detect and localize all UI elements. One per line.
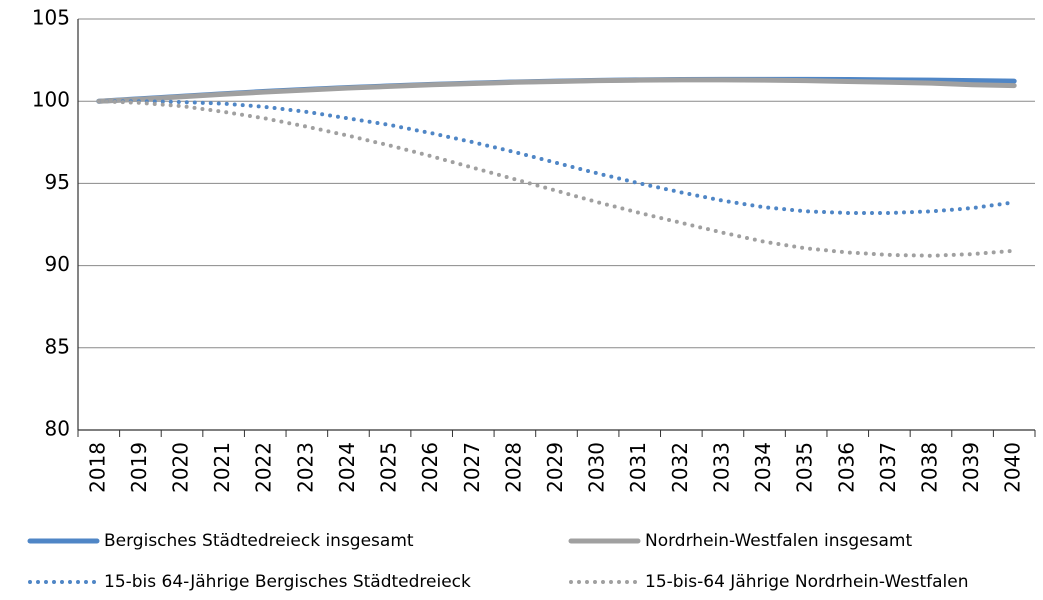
x-tick-label: 2021	[210, 442, 234, 493]
x-tick-label: 2032	[668, 442, 692, 493]
y-tick-label: 95	[45, 170, 70, 194]
x-tick-label: 2018	[85, 442, 109, 493]
x-tick-label: 2024	[335, 442, 359, 493]
x-tick-label: 2035	[793, 442, 817, 493]
x-tick-label: 2028	[501, 442, 525, 493]
x-tick-label: 2031	[626, 442, 650, 493]
x-tick-label: 2022	[252, 442, 276, 493]
x-tick-label: 2038	[917, 442, 941, 493]
x-tick-label: 2029	[543, 442, 567, 493]
y-tick-label: 105	[32, 6, 70, 30]
x-tick-label: 2025	[377, 442, 401, 493]
y-tick-label: 80	[45, 417, 70, 441]
x-tick-label: 2026	[418, 442, 442, 493]
series-line	[96, 99, 1017, 258]
legend-label: 15-bis 64-Jährige Bergisches Städtedreie…	[104, 572, 471, 592]
x-tick-label: 2027	[460, 442, 484, 493]
x-tick-label: 2034	[751, 442, 775, 493]
x-tick-label: 2036	[834, 442, 858, 493]
x-tick-label: 2039	[959, 442, 983, 493]
legend-label: Nordrhein-Westfalen insgesamt	[645, 531, 912, 551]
x-tick-label: 2020	[169, 442, 193, 493]
series-line	[96, 77, 1017, 104]
y-tick-label: 85	[45, 334, 70, 358]
x-tick-label: 2037	[876, 442, 900, 493]
legend-label: Bergisches Städtedreieck insgesamt	[104, 531, 414, 551]
x-tick-label: 2040	[1001, 442, 1025, 493]
y-tick-label: 100	[32, 88, 70, 112]
legend-label: 15-bis-64 Jährige Nordrhein-Westfalen	[645, 572, 969, 592]
series-line	[96, 99, 1017, 215]
x-tick-label: 2023	[293, 442, 317, 493]
x-tick-label: 2030	[585, 442, 609, 493]
x-tick-label: 2019	[127, 442, 151, 493]
x-tick-label: 2033	[709, 442, 733, 493]
y-tick-label: 90	[45, 252, 70, 276]
